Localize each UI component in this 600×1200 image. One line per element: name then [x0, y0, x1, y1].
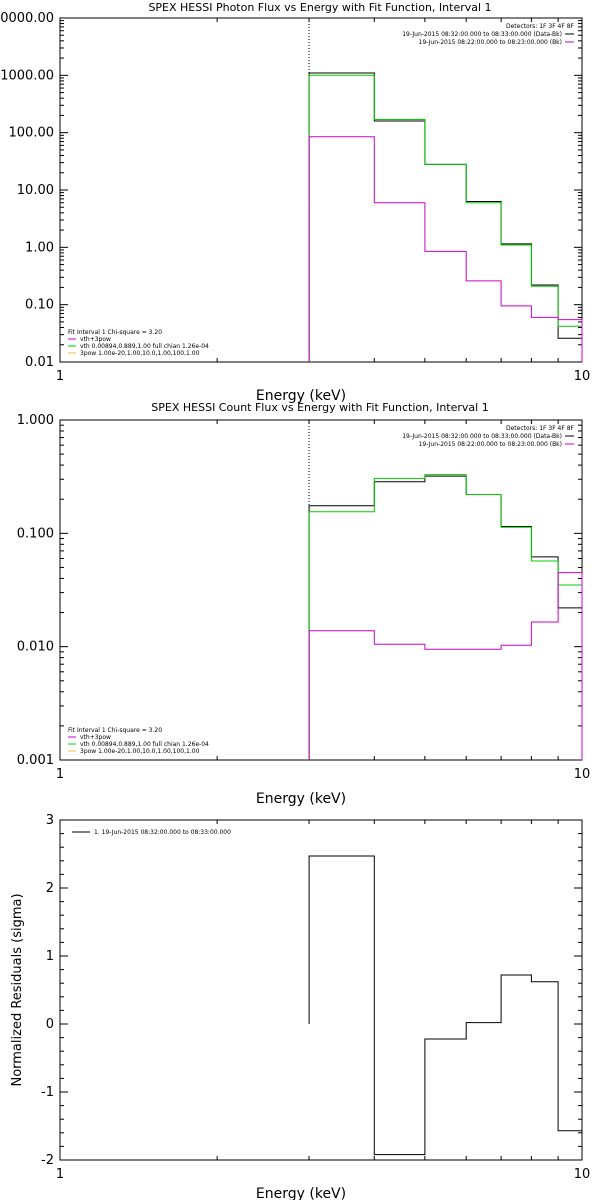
x-tick-label: 1: [56, 767, 64, 782]
header-line: 19-Jun-2015 08:32:00.000 to 08:33:00.000…: [402, 31, 562, 38]
legend-title: Fit Interval 1 Chi-square = 3.20: [68, 727, 162, 734]
y-tick-label: 0.10: [25, 298, 54, 313]
legend-title: 1. 19-Jun-2015 08:32:00.000 to 08:33:00.…: [94, 829, 231, 836]
y-tick-label: 1: [46, 949, 54, 964]
series-line-magenta: [308, 136, 583, 362]
y-axis-label: Normalized Residuals (sigma): [10, 893, 25, 1086]
photon-flux-panel: SPEX HESSI Photon Flux vs Energy with Fi…: [0, 1, 590, 404]
y-tick-label: 10.00: [17, 183, 54, 198]
y-tick-label: 0.010: [17, 640, 54, 655]
y-tick-label: -2: [41, 1153, 54, 1168]
series-line-black: [308, 72, 583, 362]
legend-entry: 3pow 1.00e-20,1.00,10.0,1.00,100,1.00: [80, 748, 200, 755]
x-tick-label: 10: [574, 1167, 591, 1182]
detectors-label: Detectors: 1F 3F 4F 8F: [506, 425, 575, 432]
header-line: 19-Jun-2015 08:22:00.000 to 08:23:00.000…: [419, 441, 562, 448]
y-tick-label: 0.01: [25, 355, 54, 370]
series-line-black: [308, 475, 583, 760]
legend-entry: vth 0.00894,0.889,1.00 full chian 1.26e-…: [80, 741, 209, 748]
plot-frame: [59, 419, 583, 761]
chart-title: SPEX HESSI Photon Flux vs Energy with Fi…: [148, 1, 491, 14]
x-axis-label: Energy (keV): [256, 388, 346, 404]
plot-frame: [59, 819, 583, 1161]
x-tick-label: 1: [56, 1167, 64, 1182]
y-tick-label: 2: [46, 881, 54, 896]
series-line-black: [308, 855, 582, 1156]
legend-title: Fit Interval 1 Chi-square = 3.20: [68, 329, 162, 336]
y-tick-label: 0000.00: [0, 11, 54, 26]
x-axis-label: Energy (keV): [256, 791, 346, 807]
y-tick-label: 1.000: [17, 413, 54, 428]
series-line-magenta: [308, 572, 583, 760]
y-tick-label: 3: [46, 813, 54, 828]
x-tick-label: 1: [56, 369, 64, 384]
header-line: 19-Jun-2015 08:22:00.000 to 08:23:00.000…: [419, 39, 562, 46]
series-line-green: [308, 74, 583, 362]
plot-frame: [59, 17, 583, 363]
header-line: 19-Jun-2015 08:32:00.000 to 08:33:00.000…: [402, 433, 562, 440]
detectors-label: Detectors: 1F 3F 4F 8F: [506, 23, 575, 30]
y-tick-label: 1000.00: [0, 68, 54, 83]
y-tick-label: -1: [41, 1085, 54, 1100]
y-tick-label: 0.001: [17, 753, 54, 768]
y-tick-label: 100.00: [9, 126, 55, 141]
y-tick-label: 1.00: [25, 240, 54, 255]
x-axis-label: Energy (keV): [256, 1186, 346, 1200]
legend-entry: vth 0.00894,0.889,1.00 full chian 1.26e-…: [80, 343, 209, 350]
x-tick-label: 10: [574, 767, 591, 782]
y-tick-label: 0.100: [17, 526, 54, 541]
count-flux-panel: SPEX HESSI Count Flux vs Energy with Fit…: [17, 401, 590, 807]
legend-entry: vth+3pow: [80, 336, 111, 343]
residuals-panel: Normalized Residuals (sigma) 1 10 -2 -1 0 1 2 3…: [10, 813, 590, 1200]
y-tick-label: 0: [46, 1017, 54, 1032]
series-line-green: [308, 474, 583, 760]
legend-entry: vth+3pow: [80, 734, 111, 741]
chart-title: SPEX HESSI Count Flux vs Energy with Fit…: [151, 401, 488, 414]
x-tick-label: 10: [574, 369, 591, 384]
legend-entry: 3pow 1.00e-20,1.00,10.0,1.00,100,1.00: [80, 350, 200, 357]
